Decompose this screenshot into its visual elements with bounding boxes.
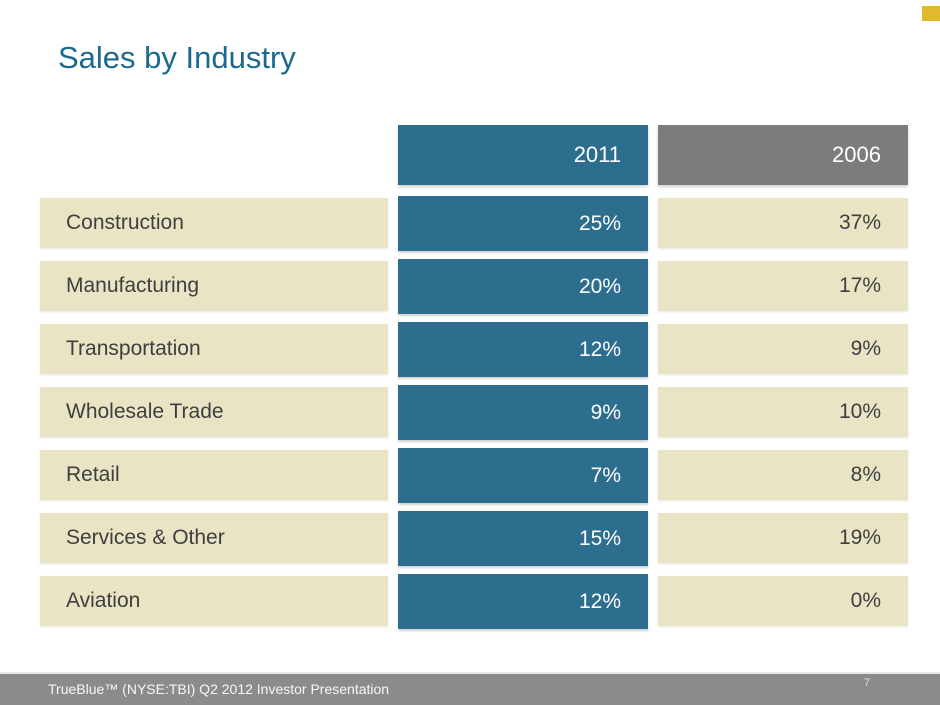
value-2011-construction: 25% [398,196,648,251]
row-label-transportation: Transportation [40,324,388,374]
page-title: Sales by Industry [58,40,296,75]
value-2006-manufacturing: 17% [658,261,908,311]
table-header-empty-cell [40,125,388,185]
brand-accent-square [922,6,940,21]
row-label-wholesale-trade: Wholesale Trade [40,387,388,437]
value-2011-manufacturing: 20% [398,259,648,314]
footer-text: TrueBlue™ (NYSE:TBI) Q2 2012 Investor Pr… [48,681,390,697]
sales-by-industry-table: 2011 2006 Construction 25% 37% Manufactu… [40,125,908,629]
row-label-retail: Retail [40,450,388,500]
value-2006-wholesale-trade: 10% [658,387,908,437]
row-label-services-other: Services & Other [40,513,388,563]
value-2011-retail: 7% [398,448,648,503]
value-2011-services-other: 15% [398,511,648,566]
page-number: 7 [863,677,871,689]
value-2006-aviation: 0% [658,576,908,626]
value-2006-retail: 8% [658,450,908,500]
value-2011-aviation: 12% [398,574,648,629]
value-2006-transportation: 9% [658,324,908,374]
value-2006-construction: 37% [658,198,908,248]
row-label-manufacturing: Manufacturing [40,261,388,311]
column-header-2006: 2006 [658,125,908,185]
row-label-construction: Construction [40,198,388,248]
column-header-2011: 2011 [398,125,648,185]
row-label-aviation: Aviation [40,576,388,626]
value-2011-transportation: 12% [398,322,648,377]
value-2006-services-other: 19% [658,513,908,563]
value-2011-wholesale-trade: 9% [398,385,648,440]
footer-bar: TrueBlue™ (NYSE:TBI) Q2 2012 Investor Pr… [0,672,940,705]
